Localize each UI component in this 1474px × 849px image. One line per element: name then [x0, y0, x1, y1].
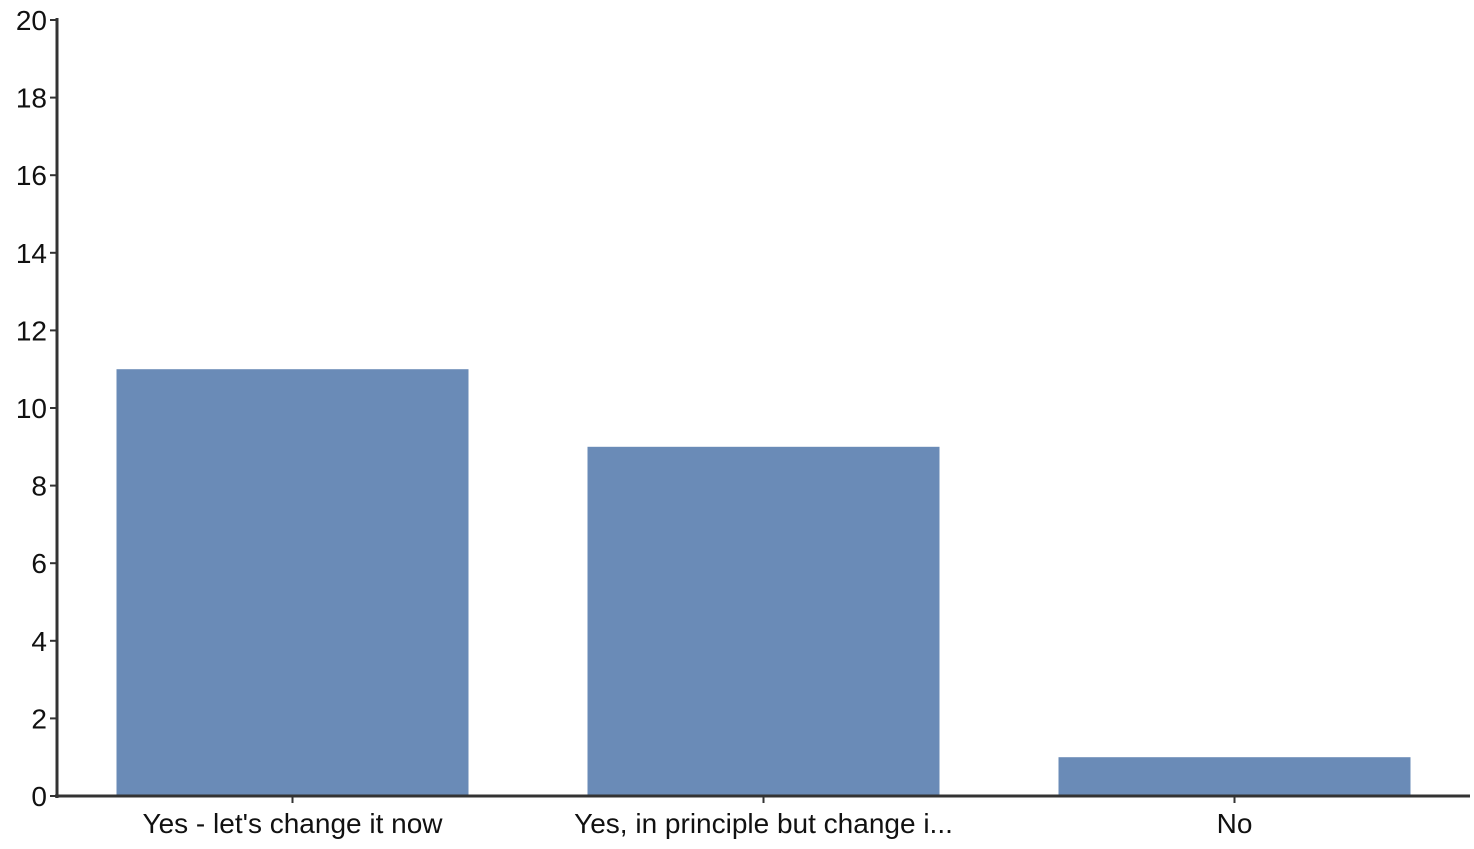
bar — [1058, 757, 1411, 796]
y-tick-label: 12 — [16, 315, 47, 346]
y-ticks-layer: 0 2 4 6 8 10 12 14 16 18 20 — [16, 5, 57, 812]
bar — [587, 446, 940, 796]
x-tick-label: Yes, in principle but change i... — [574, 808, 953, 839]
x-tick-label: No — [1217, 808, 1253, 839]
bar — [116, 369, 469, 796]
bars-layer — [116, 369, 1411, 796]
y-tick-label: 14 — [16, 238, 47, 269]
x-ticks-layer: Yes - let's change it now Yes, in princip… — [142, 796, 1252, 839]
y-tick-label: 2 — [31, 703, 47, 734]
x-tick-label: Yes - let's change it now — [142, 808, 443, 839]
y-tick-label: 18 — [16, 83, 47, 114]
y-tick-label: 8 — [31, 471, 47, 502]
y-tick-label: 20 — [16, 5, 47, 36]
y-tick-label: 4 — [31, 626, 47, 657]
y-tick-label: 10 — [16, 393, 47, 424]
y-tick-label: 16 — [16, 160, 47, 191]
y-tick-label: 6 — [31, 548, 47, 579]
y-tick-label: 0 — [31, 781, 47, 812]
